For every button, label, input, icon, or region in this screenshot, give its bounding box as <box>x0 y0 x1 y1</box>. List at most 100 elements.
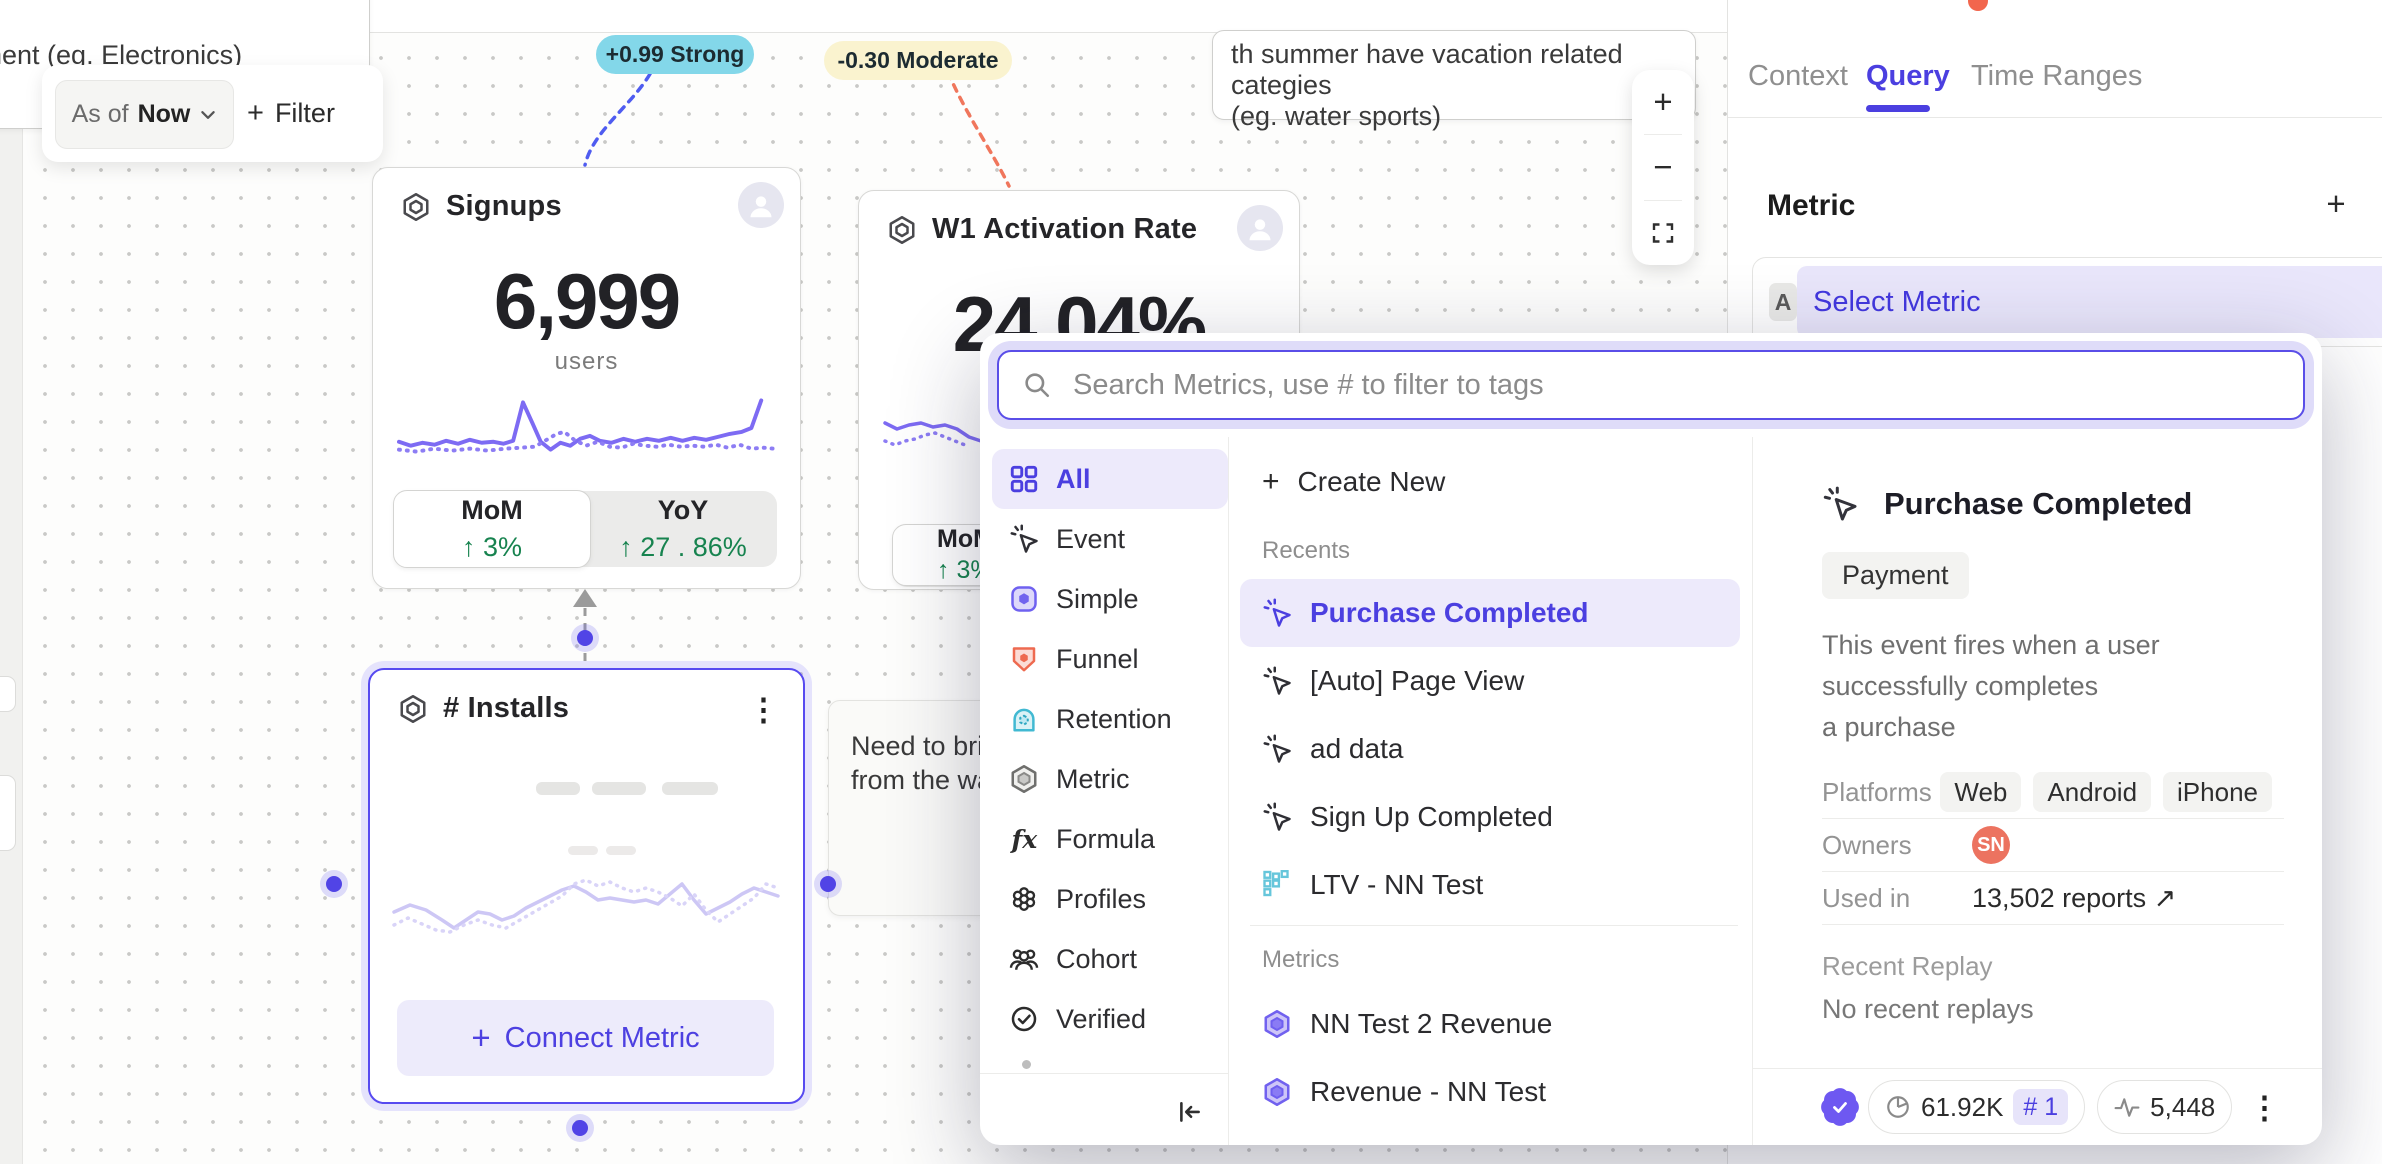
event-cursor-icon <box>1262 802 1292 832</box>
list-item-sign-up-completed[interactable]: Sign Up Completed <box>1240 783 1740 851</box>
connection-handle-bottom[interactable] <box>572 1120 588 1136</box>
event-cursor-icon <box>1009 524 1039 554</box>
fit-view-button[interactable] <box>1632 201 1694 265</box>
as-of-dropdown[interactable]: As of Now <box>55 80 234 149</box>
correlation-badge-moderate[interactable]: -0.30 Moderate <box>824 41 1012 80</box>
profiles-icon <box>1009 884 1039 914</box>
plus-icon: + <box>1262 465 1280 498</box>
rank-badge: # 1 <box>2013 1089 2069 1125</box>
card-title: # Installs <box>443 692 570 724</box>
category-simple[interactable]: Simple <box>992 569 1228 629</box>
recents-heading: Recents <box>1262 537 1351 564</box>
filter-label: Filter <box>274 98 335 128</box>
queries-pill[interactable]: 5,448 <box>2097 1080 2233 1134</box>
category-event[interactable]: Event <box>992 509 1228 569</box>
zoom-controls: + − <box>1632 70 1694 265</box>
card-installs[interactable]: # Installs ⋮ + Connect Metric <box>368 668 805 1104</box>
list-item-nn-test-2-revenue[interactable]: NN Test 2 Revenue <box>1240 990 1740 1058</box>
zoom-out-button[interactable]: − <box>1653 148 1673 186</box>
person-icon <box>1245 213 1275 243</box>
event-cursor-icon <box>1262 734 1292 764</box>
add-metric-button[interactable]: + <box>2326 185 2346 222</box>
select-metric-field[interactable]: Select Metric <box>1797 266 2382 338</box>
cohort-icon <box>1009 944 1039 974</box>
toggle-label: YoY <box>657 495 709 525</box>
category-profiles[interactable]: Profiles <box>992 869 1228 929</box>
list-item-label: Revenue - NN Test <box>1310 1076 1547 1107</box>
category-cohort[interactable]: Cohort <box>992 929 1228 989</box>
zoom-in-button[interactable]: + <box>1653 83 1673 121</box>
list-item-partial[interactable] <box>1240 1126 1740 1145</box>
tab-query[interactable]: Query <box>1866 60 1950 92</box>
row-label: Owners <box>1822 829 1912 860</box>
sparkline <box>883 421 993 447</box>
create-new-button[interactable]: + Create New <box>1240 451 1740 513</box>
detail-menu-kebab[interactable]: ⋮ <box>2249 1089 2280 1125</box>
retention-icon <box>1009 704 1039 734</box>
list-item-purchase-completed[interactable]: Purchase Completed <box>1240 579 1740 647</box>
tab-context[interactable]: Context <box>1748 60 1848 92</box>
plus-icon: + <box>247 97 264 129</box>
list-item-label: ad data <box>1310 733 1404 764</box>
collapse-icon <box>1176 1099 1204 1127</box>
filter-button[interactable]: + Filter <box>247 80 335 147</box>
avatar <box>738 182 784 228</box>
connect-metric-button[interactable]: + Connect Metric <box>397 1000 774 1076</box>
toggle-mom[interactable]: MoM ↑ 3% <box>393 490 591 568</box>
platform-chip-web: Web <box>1940 772 2022 812</box>
skeleton-dash <box>592 782 646 795</box>
sparkline <box>397 398 776 454</box>
divider <box>1728 117 2382 118</box>
card-menu-kebab[interactable]: ⋮ <box>748 692 779 727</box>
card-signups[interactable]: Signups 6,999 users MoM ↑ 3% YoY ↑ 27 . … <box>372 167 801 589</box>
chevron-down-icon <box>199 106 217 124</box>
comparison-toggle: MoM ↑ 3% YoY ↑ 27 . 86% <box>393 490 777 568</box>
row-label: Used in <box>1822 882 1911 913</box>
category-funnel[interactable]: Funnel <box>992 629 1228 689</box>
category-verified[interactable]: Verified <box>992 989 1228 1049</box>
owner-avatar[interactable]: SN <box>1972 826 2010 864</box>
card-title: W1 Activation Rate <box>932 213 1198 245</box>
category-all[interactable]: All <box>992 449 1228 509</box>
connection-handle-left[interactable] <box>326 876 342 892</box>
toggle-label: MoM <box>461 495 523 525</box>
note-text-line1: th summer have vacation related categies <box>1231 39 1623 100</box>
platform-chip-iphone: iPhone <box>2163 772 2272 812</box>
list-item-ad-data[interactable]: ad data <box>1240 715 1740 783</box>
offscreen-panel-fragment <box>0 775 16 851</box>
list-item-revenue-nn-test[interactable]: Revenue - NN Test <box>1240 1058 1740 1126</box>
list-item-ltv-nn-test[interactable]: LTV - NN Test <box>1240 851 1740 919</box>
toggle-delta: ↑ 27 . 86% <box>619 532 747 562</box>
connection-handle-right[interactable] <box>820 876 836 892</box>
toggle-yoy[interactable]: YoY ↑ 27 . 86% <box>589 491 777 567</box>
list-item-auto-page-view[interactable]: [Auto] Page View <box>1240 647 1740 715</box>
tab-time-ranges[interactable]: Time Ranges <box>1971 60 2143 92</box>
search-input[interactable] <box>1071 367 2279 403</box>
left-edge-strip <box>0 0 23 1164</box>
toggle-delta: ↑ 3% <box>461 532 523 562</box>
correlation-badge-strong[interactable]: +0.99 Strong <box>596 35 754 74</box>
event-cursor-icon <box>1262 598 1292 628</box>
card-unit: users <box>554 348 619 375</box>
volume-pill[interactable]: 61.92K # 1 <box>1868 1080 2086 1134</box>
metric-hexagon-icon <box>1262 1077 1292 1107</box>
tag-payment[interactable]: Payment <box>1822 552 1969 599</box>
collapse-sidebar-button[interactable] <box>1172 1097 1208 1129</box>
plus-icon: + <box>471 1019 491 1056</box>
used-in-link[interactable]: 13,502 reports ↗ <box>1972 882 2177 913</box>
category-metric[interactable]: Metric <box>992 749 1228 809</box>
category-retention[interactable]: Retention <box>992 689 1228 749</box>
avatar <box>1237 205 1283 251</box>
category-formula[interactable]: Formula <box>992 809 1228 869</box>
note-card-summer[interactable]: th summer have vacation related categies… <box>1212 30 1696 131</box>
canvas-toolbar: As of Now + Filter <box>42 65 383 162</box>
connector-handle[interactable] <box>577 630 593 646</box>
metric-slot-row[interactable]: A Select Metric <box>1752 257 2382 347</box>
red-dashed-connector <box>946 70 1011 188</box>
category-label: Profiles <box>1056 883 1147 914</box>
metric-slot-badge: A <box>1769 283 1797 321</box>
category-label: Simple <box>1056 583 1139 614</box>
data-table-icon <box>1262 870 1292 900</box>
metric-results-list: + Create New Recents Purchase Completed … <box>1240 451 1740 1145</box>
